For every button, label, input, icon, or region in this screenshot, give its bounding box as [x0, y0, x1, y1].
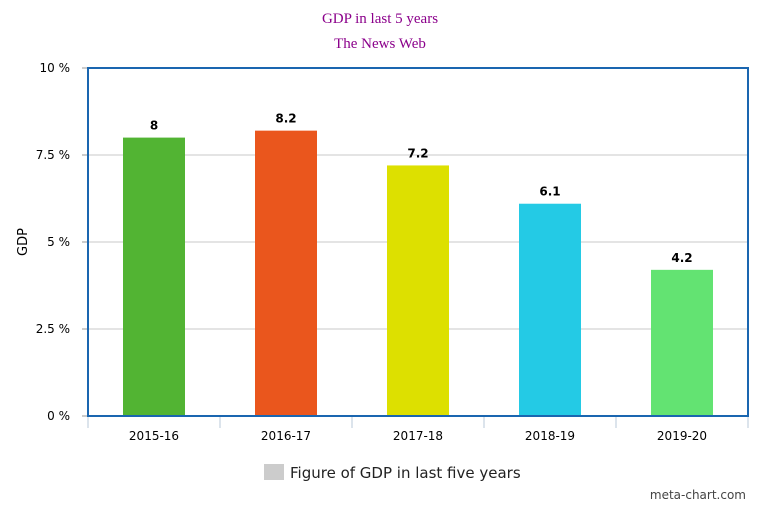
legend-swatch [264, 464, 284, 480]
credit-text: meta-chart.com [650, 488, 746, 502]
chart-title: GDP in last 5 years [322, 11, 438, 27]
bars [123, 130, 713, 416]
x-tick-label: 2019-20 [657, 429, 707, 443]
data-label: 7.2 [407, 146, 428, 160]
x-tick-label: 2016-17 [261, 429, 311, 443]
y-tick-label: 2.5 % [36, 322, 70, 336]
plot-frame [87, 67, 749, 417]
bar [387, 165, 449, 416]
bar [651, 269, 713, 416]
chart-subtitle: The News Web [334, 36, 426, 52]
x-axis-ticks: 2015-16 2016-17 2017-18 2018-19 2019-20 [87, 417, 749, 443]
data-label: 6.1 [539, 185, 560, 199]
bar [519, 203, 581, 416]
x-tick-label: 2017-18 [393, 429, 443, 443]
bar [255, 130, 317, 416]
y-tick-label: 10 % [40, 61, 71, 75]
legend-label: Figure of GDP in last five years [290, 464, 521, 482]
y-tick-label: 5 % [47, 235, 70, 249]
bar [123, 137, 185, 416]
legend[interactable]: Figure of GDP in last five years [264, 464, 521, 482]
y-axis-label: GDP [16, 228, 31, 256]
data-label: 4.2 [671, 251, 692, 265]
data-label: 8 [150, 119, 158, 133]
x-tick-label: 2015-16 [129, 429, 179, 443]
y-tick-label: 7.5 % [36, 148, 70, 162]
data-label: 8.2 [275, 112, 296, 126]
y-axis-ticks: 0 % 2.5 % 5 % 7.5 % 10 % [36, 61, 88, 423]
y-tick-label: 0 % [47, 409, 70, 423]
x-tick-label: 2018-19 [525, 429, 575, 443]
data-labels: 8 8.2 7.2 6.1 4.2 [150, 112, 693, 265]
